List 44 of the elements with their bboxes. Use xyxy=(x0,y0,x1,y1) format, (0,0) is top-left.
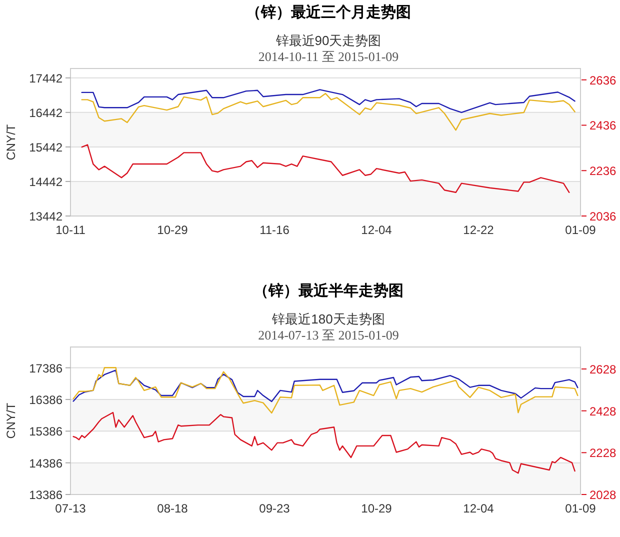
y-tick-label: 14442 xyxy=(29,174,63,189)
x-tick-label: 12-04 xyxy=(361,223,392,237)
x-tick-label: 12-04 xyxy=(463,502,494,516)
x-tick-label: 10-29 xyxy=(361,502,392,516)
x-tick-label: 09-23 xyxy=(259,502,290,516)
y2-tick-label: 2236 xyxy=(590,164,617,178)
chart-subtitle: 锌最近90天走势图 xyxy=(274,33,382,48)
x-tick-label: 01-09 xyxy=(565,223,596,237)
x-tick-label: 08-18 xyxy=(157,502,188,516)
line-series xyxy=(81,92,576,131)
y-axis-title: CNY/T xyxy=(4,402,18,439)
x-tick-label: 10-29 xyxy=(157,223,188,237)
line-series xyxy=(72,412,576,474)
x-tick-label: 12-22 xyxy=(463,223,494,237)
y2-tick-label: 2428 xyxy=(590,404,617,418)
text: 2014-07-13 至 2015-01-09 xyxy=(258,328,399,342)
x-tick-label: 10-11 xyxy=(56,223,86,237)
line-series xyxy=(72,367,578,414)
y2-tick-label: 2628 xyxy=(590,362,617,376)
y-tick-label: 16386 xyxy=(29,392,63,407)
y-axis-title: CNY/T xyxy=(4,124,18,160)
y2-tick-label: 2028 xyxy=(590,488,617,502)
chart-title: （锌）最近三个月走势图 xyxy=(246,4,411,21)
x-tick-label: 01-09 xyxy=(565,502,596,516)
y-tick-label: 16442 xyxy=(29,106,63,120)
y2-tick-label: 2636 xyxy=(590,73,617,88)
x-tick-label: 11-16 xyxy=(260,223,290,237)
y-tick-label: 14386 xyxy=(29,456,63,470)
y-tick-label: 17442 xyxy=(29,71,63,86)
chart-title: （锌）最近半年走势图 xyxy=(254,282,404,300)
line-series xyxy=(81,144,570,193)
y-tick-label: 13386 xyxy=(29,488,63,502)
chart-subtitle: 锌最近180天走势图 xyxy=(271,312,385,326)
y-tick-label: 15442 xyxy=(29,140,63,154)
y-tick-label: 13442 xyxy=(29,210,63,224)
y2-tick-label: 2036 xyxy=(590,210,617,224)
y-tick-label: 15386 xyxy=(29,424,63,439)
y2-tick-label: 2436 xyxy=(590,118,617,133)
text: 2014-10-11 至 2015-01-09 xyxy=(258,49,399,64)
y-tick-label: 17386 xyxy=(29,361,63,376)
line-series xyxy=(72,370,578,402)
y2-tick-label: 2228 xyxy=(590,446,617,460)
x-tick-label: 07-13 xyxy=(55,502,86,516)
line-series xyxy=(81,89,576,114)
